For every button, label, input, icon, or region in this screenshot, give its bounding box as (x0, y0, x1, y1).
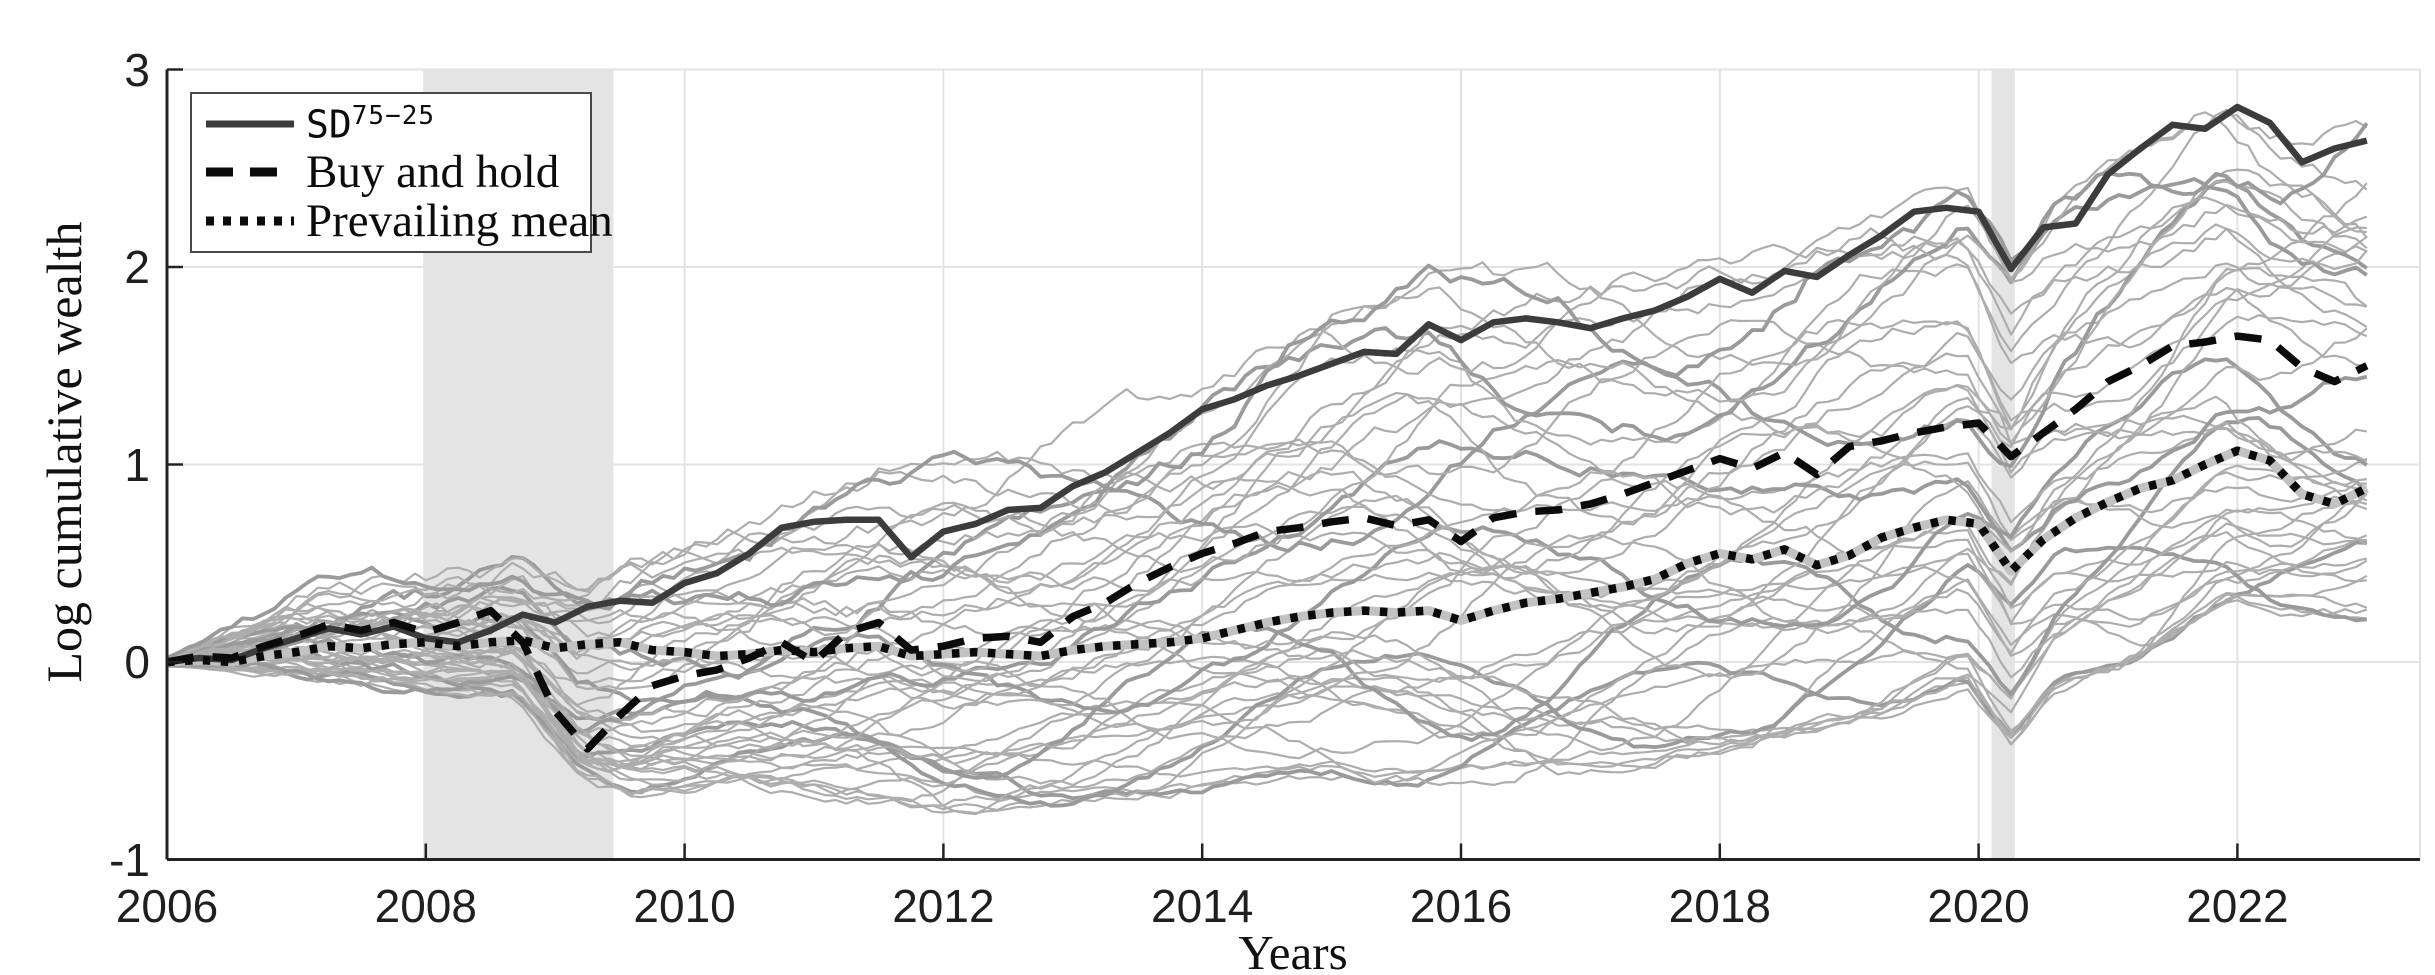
x-tick-label: 2014 (1151, 880, 1254, 932)
legend-label-sd: SD75−25 (306, 101, 436, 147)
legend-item-prevailing-mean: Prevailing mean (204, 197, 613, 244)
legend-item-buy-and-hold: Buy and hold (204, 146, 586, 199)
solid-line-sample-icon (206, 120, 294, 128)
x-tick-label: 2006 (115, 880, 219, 932)
legend-label-buy-and-hold: Buy and hold (306, 146, 560, 199)
x-tick-label: 2012 (892, 880, 995, 932)
y-axis-title: Log cumulative wealth (36, 221, 92, 683)
x-tick-label: 2010 (633, 880, 736, 932)
legend-label-prevailing-mean: Prevailing mean (306, 194, 613, 247)
y-tick-label: 0 (124, 636, 150, 688)
dotted-line-sample-icon (206, 216, 294, 226)
x-tick-label: 2022 (2186, 880, 2289, 932)
x-tick-label: 2018 (1668, 880, 1771, 932)
x-axis-title: Years (1238, 925, 1348, 975)
legend-item-sd: SD75−25 (204, 101, 586, 147)
dashed-line-sample-icon (206, 167, 294, 177)
legend: SD75−25 Buy and hold Prevailing mean (190, 92, 613, 253)
y-tick-label: -1 (109, 833, 150, 886)
x-tick-label: 2016 (1409, 880, 1513, 932)
y-tick-label: 1 (124, 438, 150, 491)
x-tick-label: 2008 (374, 880, 477, 932)
y-tick-label: 2 (124, 241, 150, 293)
y-tick-label: 3 (124, 43, 150, 96)
x-tick-label: 2020 (1927, 880, 2030, 932)
